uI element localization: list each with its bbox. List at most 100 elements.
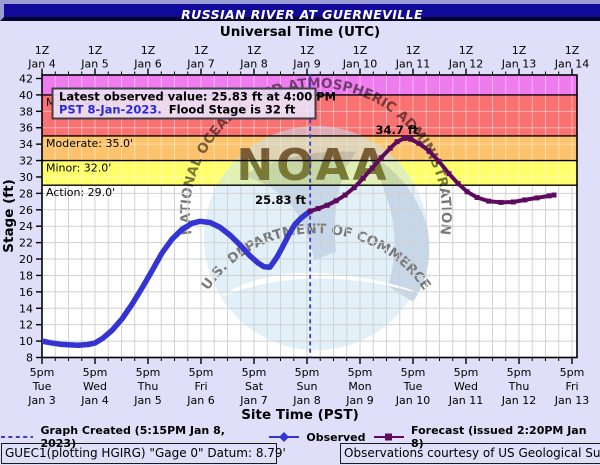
bottom-axis-day-label: Tue [32, 380, 52, 393]
top-axis-title: Universal Time (UTC) [219, 24, 381, 40]
flood-threshold-label-minor: Minor: 32.0' [46, 162, 111, 175]
forecast-marker [307, 208, 313, 214]
top-axis-hour-label: 1Z [406, 44, 421, 57]
bottom-axis-day-label: Wed [454, 380, 478, 393]
forecast-marker [486, 198, 492, 204]
forecast-marker [394, 139, 400, 145]
y-axis-tick-label: 34 [19, 138, 33, 151]
top-axis-date-label: Jan 14 [554, 58, 589, 71]
bottom-axis-date-label: Jan 3 [27, 394, 55, 407]
forecast-marker [401, 135, 407, 141]
bottom-axis-time-label: 5pm [454, 366, 479, 379]
bottom-axis-time-label: 5pm [295, 366, 320, 379]
forecast-marker [369, 165, 375, 171]
y-axis-tick-label: 38 [19, 105, 33, 118]
annotation-line1: Latest observed value: 25.83 ft at 4:00 … [59, 90, 336, 104]
forecast-marker [416, 140, 422, 146]
top-axis-hour-label: 1Z [353, 44, 368, 57]
top-axis-date-label: Jan 11 [395, 58, 430, 71]
legend-created-dash-icon [1, 436, 33, 438]
top-axis-hour-label: 1Z [194, 44, 209, 57]
top-axis-hour-label: 1Z [565, 44, 580, 57]
top-axis-date-label: Jan 4 [27, 58, 55, 71]
bottom-axis-day-label: Sun [297, 380, 318, 393]
bottom-axis-time-label: 5pm [560, 366, 585, 379]
noaa-acronym-watermark: NOAA [236, 140, 389, 191]
y-axis-title: Stage (ft) [1, 179, 17, 252]
bottom-axis-time-label: 5pm [30, 366, 55, 379]
forecast-marker [324, 202, 330, 208]
bottom-axis-time-label: 5pm [136, 366, 161, 379]
top-axis-date-label: Jan 10 [342, 58, 377, 71]
top-axis-date-label: Jan 9 [292, 58, 320, 71]
y-axis-tick-label: 36 [19, 122, 33, 135]
bottom-axis-day-label: Sat [245, 380, 264, 393]
forecast-marker [546, 193, 552, 199]
y-axis-tick-label: 26 [19, 204, 33, 217]
bottom-axis-day-label: Mon [348, 380, 371, 393]
forecast-marker [474, 194, 480, 200]
top-axis-date-label: Jan 13 [501, 58, 536, 71]
top-axis-date-label: Jan 8 [239, 58, 267, 71]
bottom-axis-date-label: Jan 6 [186, 394, 214, 407]
top-axis-hour-label: 1Z [459, 44, 474, 57]
y-axis-tick-label: 8 [26, 352, 33, 365]
legend: Graph Created (5:15PM Jan 8, 2023) Obser… [0, 424, 600, 450]
forecast-marker [426, 148, 432, 154]
y-axis-tick-label: 28 [19, 187, 33, 200]
y-axis-tick-label: 10 [19, 335, 33, 348]
bottom-axis-day-label: Thu [137, 380, 159, 393]
observations-credit-box: Observations courtesy of US Geological S… [340, 443, 600, 464]
bottom-axis-date-label: Jan 7 [239, 394, 267, 407]
bottom-axis-date-label: Jan 12 [501, 394, 536, 407]
latest-observed-annotation: Latest observed value: 25.83 ft at 4:00 … [51, 87, 336, 120]
y-axis-tick-label: 14 [19, 302, 33, 315]
top-axis-hour-label: 1Z [300, 44, 315, 57]
annotation-line2: PST 8-Jan-2023. Flood Stage is 32 ft [59, 103, 296, 117]
forecast-marker [378, 155, 384, 161]
noaa-emblem-wing-left-icon [242, 151, 356, 260]
forecast-marker [534, 195, 540, 201]
flood-threshold-label-moderate: Moderate: 35.0' [46, 137, 133, 150]
latest-observed-value-label: 25.83 ft [255, 193, 306, 207]
forecast-marker [342, 192, 348, 198]
top-axis-date-label: Jan 12 [448, 58, 483, 71]
forecast-marker [333, 198, 339, 204]
forecast-marker [387, 145, 393, 151]
flood-threshold-label-action: Action: 29.0' [46, 186, 115, 199]
top-axis-hour-label: 1Z [88, 44, 103, 57]
forecast-marker [351, 185, 357, 191]
top-axis-hour-label: 1Z [247, 44, 262, 57]
legend-forecast-marker-icon [373, 433, 404, 441]
y-axis-tick-label: 42 [19, 72, 33, 85]
forecast-crest-label: 34.7 ft [376, 123, 419, 137]
y-axis-tick-label: 18 [19, 269, 33, 282]
station-info-box: GUEC1(plotting HGIRG) "Gage 0" Datum: 8.… [1, 443, 286, 464]
bottom-axis-time-label: 5pm [507, 366, 532, 379]
bottom-axis-time-label: 5pm [83, 366, 108, 379]
bottom-axis-time-label: 5pm [401, 366, 426, 379]
forecast-marker [408, 136, 414, 142]
forecast-marker [436, 158, 442, 164]
y-axis-tick-label: 22 [19, 237, 33, 250]
top-axis-date-label: Jan 5 [80, 58, 108, 71]
bottom-axis-day-label: Thu [508, 380, 530, 393]
forecast-marker [455, 181, 461, 187]
top-axis-date-label: Jan 7 [186, 58, 214, 71]
y-axis-tick-label: 12 [19, 319, 33, 332]
y-axis-tick-label: 30 [19, 171, 33, 184]
bottom-axis-day-label: Wed [83, 380, 107, 393]
bottom-axis-time-label: 5pm [189, 366, 214, 379]
annotation-line2-date: PST 8-Jan-2023. [59, 103, 162, 117]
forecast-marker [446, 171, 452, 177]
y-axis-tick-label: 40 [19, 89, 33, 102]
forecast-marker [498, 199, 504, 205]
annotation-line2-floodstage: Flood Stage is 32 ft [169, 103, 296, 117]
noaa-seagull-icon [218, 272, 428, 298]
bottom-axis-day-label: Tue [403, 380, 423, 393]
forecast-marker [510, 199, 516, 205]
bottom-axis-date-label: Jan 9 [345, 394, 373, 407]
